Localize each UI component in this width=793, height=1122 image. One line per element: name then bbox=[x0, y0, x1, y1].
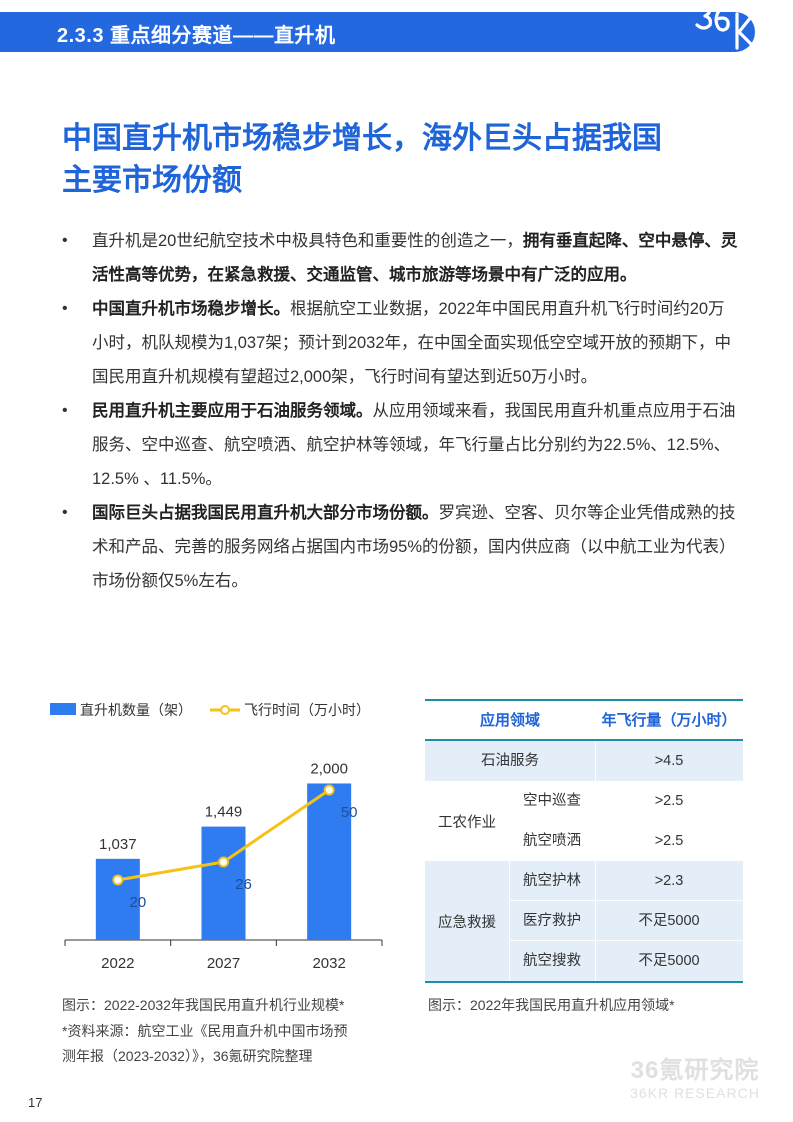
legend-bar-label: 直升机数量（架） bbox=[80, 702, 192, 718]
bar-value-label: 2,000 bbox=[310, 760, 348, 777]
table-cell-value: >4.5 bbox=[654, 753, 684, 769]
table-cell-label: 航空搜救 bbox=[523, 953, 581, 969]
bullet-dot: • bbox=[62, 232, 68, 249]
bullet-item: • 直升机是20世纪航空技术中极具特色和重要性的创造之一，拥有垂直起降、空中悬停、… bbox=[60, 224, 740, 292]
table-group-emergency: 应急救援 航空护林 >2.3 医疗救护 不足5000 航空搜救 不足5000 bbox=[425, 861, 743, 981]
source-line-1: *资料来源：航空工业《民用直升机中国市场预 bbox=[62, 1023, 348, 1039]
table-cell-label: 医疗救护 bbox=[523, 913, 581, 929]
watermark-line-1: 36氪研究院 bbox=[630, 1057, 760, 1084]
bullet-dot: • bbox=[62, 402, 68, 419]
line-value-label: 50 bbox=[341, 804, 358, 821]
line-point bbox=[323, 784, 335, 796]
bullet-bold-text: 中国直升机市场稳步增长。 bbox=[92, 300, 290, 318]
table-cell-value: >2.5 bbox=[654, 793, 684, 809]
page-number: 17 bbox=[28, 1095, 43, 1110]
table-cell-label: 空中巡查 bbox=[523, 793, 581, 809]
table-cell-label: 航空护林 bbox=[523, 873, 581, 889]
table-cell-value: >2.3 bbox=[654, 873, 684, 889]
table-cell-label: 石油服务 bbox=[481, 753, 539, 769]
bullet-item: • 国际巨头占据我国民用直升机大部分市场份额。罗宾逊、空客、贝尔等企业凭借成熟的技… bbox=[60, 496, 740, 598]
headline-line-1: 中国直升机市场稳步增长，海外巨头占据我国 bbox=[62, 122, 662, 155]
table-row: 航空喷洒 >2.5 bbox=[425, 821, 743, 861]
bullet-dot: • bbox=[62, 300, 68, 317]
table-row: 石油服务 >4.5 bbox=[425, 741, 743, 781]
bar-value-label: 1,037 bbox=[99, 836, 137, 853]
table-divider bbox=[509, 940, 743, 941]
36kr-logo bbox=[695, 3, 785, 52]
table-header-hours: 年飞行量（万小时） bbox=[601, 712, 737, 729]
legend-bar-swatch bbox=[50, 703, 76, 715]
line-point bbox=[112, 874, 124, 886]
bullet-bold-text: 国际巨头占据我国民用直升机大部分市场份额。 bbox=[92, 504, 439, 522]
bullet-text: 根据航空工业数据，2022年中国民用直升机飞行时间约20万小时，机队规模为1,0… bbox=[92, 300, 731, 386]
bar-2022 bbox=[95, 858, 140, 940]
helicopter-scale-chart: 1,037 2022 1,449 2027 2,000 2032 20 26 50 bbox=[64, 760, 383, 972]
table-row: 空中巡查 >2.5 bbox=[425, 781, 743, 821]
bullet-text: 从应用领域来看，我国民用直升机重点应用于石油服务、空中巡查、航空喷洒、航空护林等… bbox=[92, 402, 736, 488]
legend-line-label: 飞行时间（万小时） bbox=[244, 702, 370, 718]
application-table: 应用领域 年飞行量（万小时） 石油服务 >4.5 工农作业 空中巡查 >2.5 … bbox=[425, 699, 743, 983]
bullet-dot: • bbox=[62, 504, 68, 521]
bullet-bold-text: 拥有垂直起降、空中悬停、灵活性高等优势，在紧急救援、交通监管、城市旅游等场景中有… bbox=[92, 232, 738, 284]
bullet-list: • 直升机是20世纪航空技术中极具特色和重要性的创造之一，拥有垂直起降、空中悬停、… bbox=[60, 224, 740, 598]
watermark-line-2: 36KR RESEARCH bbox=[630, 1085, 760, 1101]
table-header-field: 应用领域 bbox=[479, 712, 540, 729]
x-tick-label: 2027 bbox=[207, 955, 240, 972]
line-value-label: 26 bbox=[235, 876, 252, 893]
x-tick-label: 2022 bbox=[101, 955, 134, 972]
table-group-label: 工农作业 bbox=[438, 814, 496, 831]
bullet-item: • 中国直升机市场稳步增长。根据航空工业数据，2022年中国民用直升机飞行时间约2… bbox=[60, 292, 740, 394]
table-caption: 图示：2022年我国民用直升机应用领域* bbox=[428, 997, 675, 1013]
table-group-label: 应急救援 bbox=[438, 914, 496, 931]
table-cell-value: 不足5000 bbox=[638, 913, 700, 929]
headline: 中国直升机市场稳步增长，海外巨头占据我国 主要市场份额 bbox=[62, 118, 752, 202]
header-background bbox=[0, 12, 755, 52]
table-header-row: 应用领域 年飞行量（万小时） bbox=[425, 701, 743, 741]
table-row: 医疗救护 不足5000 bbox=[425, 901, 743, 941]
bullet-text: 直升机是20世纪航空技术中极具特色和重要性的创造之一， bbox=[92, 232, 523, 250]
watermark: 36氪研究院 36KR RESEARCH bbox=[610, 1057, 780, 1101]
bullet-bold-text: 民用直升机主要应用于石油服务领域。 bbox=[92, 402, 373, 420]
line-point bbox=[218, 856, 229, 868]
table-row: 航空搜救 不足5000 bbox=[425, 941, 743, 981]
top-header-bar: 2.3.3 重点细分赛道——直升机 bbox=[0, 0, 793, 52]
bar-2027 bbox=[201, 826, 246, 940]
table-divider bbox=[509, 861, 510, 981]
table-divider bbox=[595, 861, 596, 981]
line-value-label: 20 bbox=[129, 894, 146, 911]
legend-line-swatch bbox=[210, 705, 240, 715]
x-tick-label: 2032 bbox=[312, 955, 345, 972]
table-cell-value: >2.5 bbox=[654, 833, 684, 849]
table-cell-label: 航空喷洒 bbox=[523, 833, 581, 849]
table-cell-value: 不足5000 bbox=[638, 953, 700, 969]
bar-2032 bbox=[307, 783, 352, 940]
bullet-text: 罗宾逊、空客、贝尔等企业凭借成熟的技术和产品、完善的服务网络占据国内市场95%的… bbox=[92, 504, 736, 590]
chart-caption: 图示：2022-2032年我国民用直升机行业规模* bbox=[62, 997, 345, 1013]
bullet-item: • 民用直升机主要应用于石油服务领域。从应用领域来看，我国民用直升机重点应用于石油… bbox=[60, 394, 740, 496]
table-divider bbox=[509, 900, 743, 901]
table-group-farming: 工农作业 空中巡查 >2.5 航空喷洒 >2.5 bbox=[425, 781, 743, 861]
bar-value-label: 1,449 bbox=[205, 804, 243, 821]
table-divider bbox=[595, 741, 596, 781]
source-line-2: 测年报（2023-2032）》，36氪研究院整理 bbox=[62, 1048, 313, 1064]
table-row: 航空护林 >2.3 bbox=[425, 861, 743, 901]
headline-line-2: 主要市场份额 bbox=[62, 164, 242, 197]
section-title: 2.3.3 重点细分赛道——直升机 bbox=[57, 25, 336, 47]
